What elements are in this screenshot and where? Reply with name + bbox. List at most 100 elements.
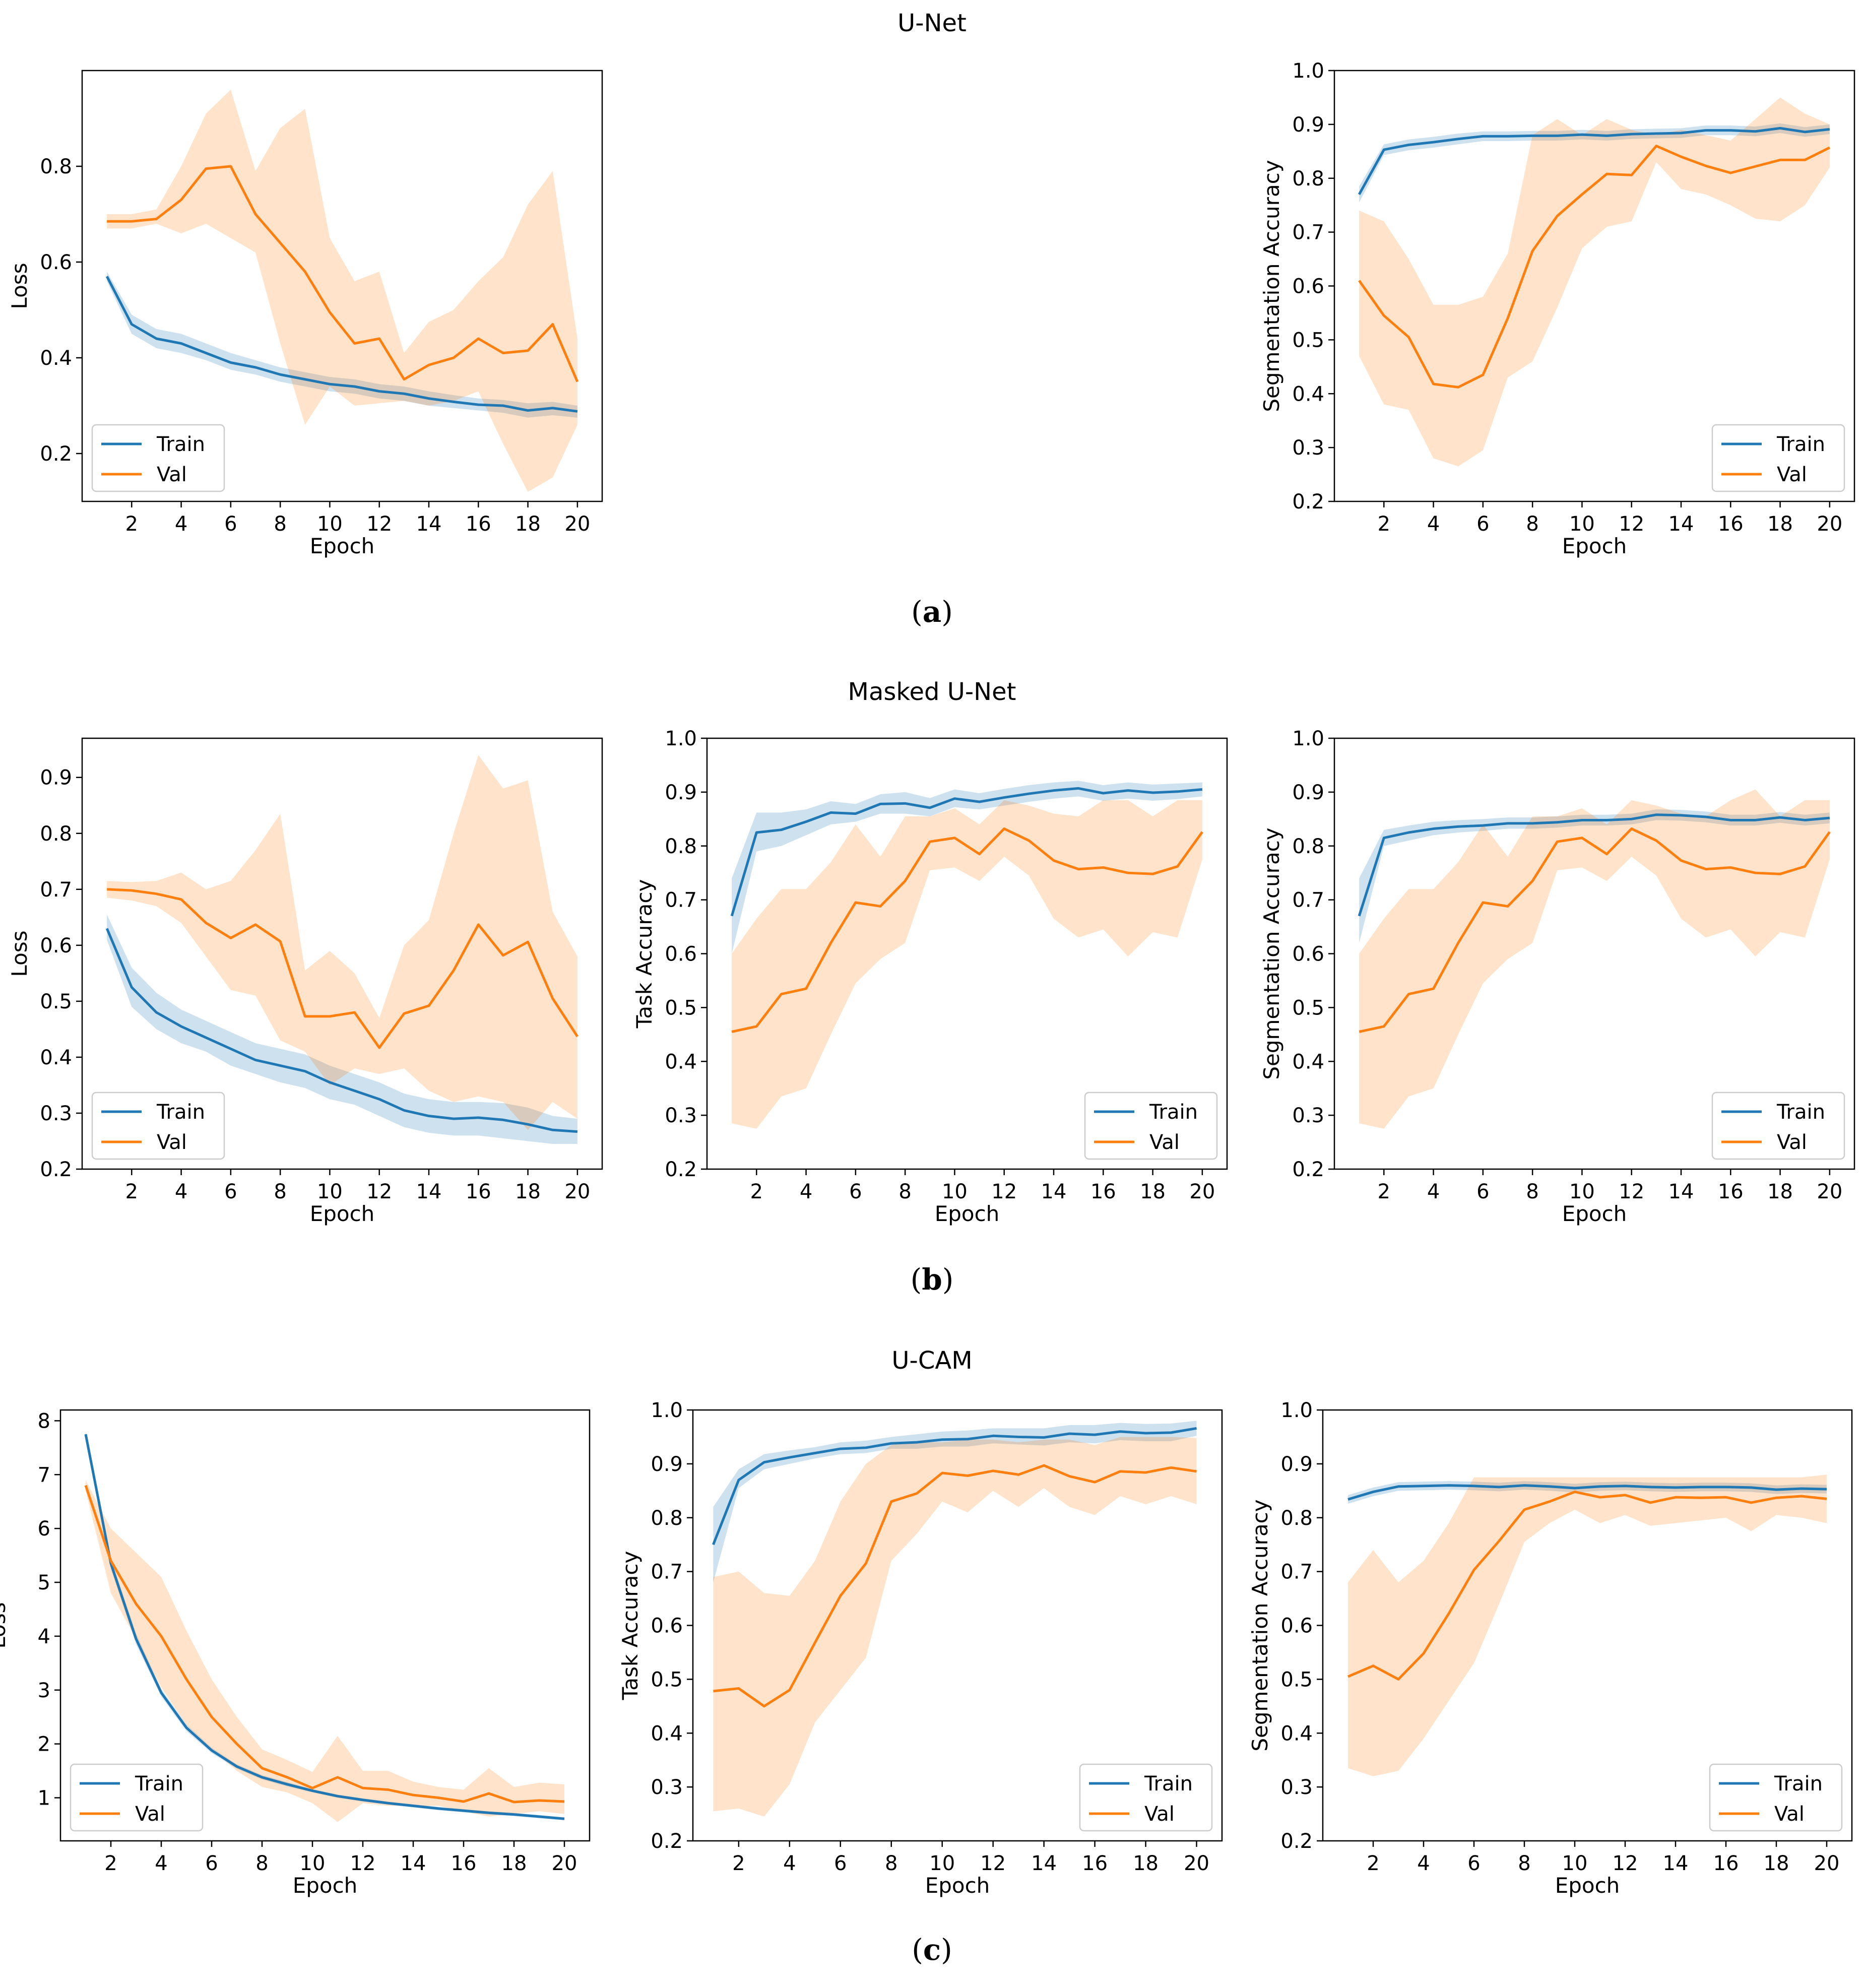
line-val — [107, 888, 579, 1049]
band-val — [1359, 789, 1830, 1129]
x-tick-label: 6 — [1476, 1180, 1489, 1203]
x-tick-label: 8 — [1526, 512, 1538, 536]
plot-frame — [81, 70, 603, 502]
x-tick-label: 4 — [800, 1180, 812, 1203]
x-tick-label: 2 — [732, 1852, 745, 1875]
y-tick-label: 0.9 — [1292, 113, 1324, 137]
y-tick-label: 0.8 — [40, 155, 72, 178]
y-tick-label: 0.6 — [40, 251, 72, 274]
x-tick-label: 14 — [1668, 512, 1694, 536]
legend-label-train: Train — [1776, 433, 1825, 456]
x-tick-label: 4 — [1417, 1852, 1430, 1875]
legend-label-val: Val — [1144, 1803, 1175, 1826]
y-tick-label: 0.4 — [1292, 382, 1324, 406]
y-tick-label: 5 — [38, 1571, 50, 1594]
y-tick-label: 0.8 — [1280, 1507, 1313, 1530]
x-tick-label: 12 — [350, 1852, 376, 1875]
x-tick-label: 16 — [1718, 512, 1744, 536]
x-axis-label: Epoch — [293, 1873, 358, 1898]
x-tick-label: 8 — [898, 1180, 911, 1203]
x-tick-label: 2 — [1367, 1852, 1379, 1875]
band-val — [107, 90, 577, 492]
x-tick-label: 8 — [885, 1852, 897, 1875]
y-tick-label: 0.7 — [1280, 1561, 1313, 1584]
y-tick-label: 2 — [38, 1733, 50, 1756]
x-tick-label: 12 — [1613, 1852, 1638, 1875]
line-train — [84, 1434, 565, 1820]
legend-label-train: Train — [1776, 1101, 1825, 1124]
x-tick-label: 8 — [274, 1180, 286, 1203]
x-axis-label: Epoch — [925, 1873, 990, 1898]
x-tick-label: 10 — [1562, 1852, 1588, 1875]
line-train — [1347, 1484, 1827, 1501]
y-tick-label: 0.6 — [40, 934, 72, 957]
x-tick-label: 8 — [255, 1852, 268, 1875]
y-tick-label: 0.3 — [665, 1104, 697, 1127]
x-tick-label: 12 — [366, 512, 392, 536]
y-tick-label: 7 — [38, 1463, 50, 1487]
line-val — [1359, 827, 1831, 1033]
x-tick-label: 14 — [1031, 1852, 1057, 1875]
y-axis-label: Segmentation Accuracy — [1259, 827, 1284, 1079]
x-tick-label: 2 — [104, 1852, 117, 1875]
x-tick-label: 4 — [175, 512, 187, 536]
legend-label-train: Train — [135, 1772, 183, 1795]
x-tick-label: 16 — [1082, 1852, 1108, 1875]
x-tick-label: 16 — [1718, 1180, 1744, 1203]
x-tick-label: 10 — [317, 1180, 343, 1203]
band-val — [732, 800, 1202, 1129]
y-tick-label: 0.5 — [1292, 996, 1324, 1019]
caption-b: (b) — [910, 1262, 954, 1297]
y-tick-label: 0.5 — [651, 1668, 683, 1691]
x-tick-label: 6 — [1476, 512, 1489, 536]
x-tick-label: 4 — [1427, 512, 1440, 536]
y-tick-label: 0.9 — [40, 766, 72, 790]
x-tick-label: 14 — [1041, 1180, 1067, 1203]
y-tick-label: 1.0 — [1292, 727, 1324, 750]
line-val — [84, 1485, 565, 1804]
y-tick-label: 0.2 — [40, 442, 72, 466]
y-tick-label: 1.0 — [1292, 59, 1324, 83]
plot-frame — [59, 1409, 591, 1842]
x-tick-label: 14 — [1663, 1852, 1689, 1875]
x-tick-label: 10 — [929, 1852, 955, 1875]
line-train — [105, 276, 578, 413]
x-tick-label: 4 — [155, 1852, 167, 1875]
y-tick-label: 0.4 — [651, 1722, 683, 1745]
line-train — [105, 928, 578, 1133]
x-tick-label: 20 — [552, 1852, 577, 1875]
x-tick-label: 16 — [451, 1852, 477, 1875]
plot-frame — [81, 737, 603, 1170]
legend-label-train: Train — [156, 433, 205, 456]
x-tick-label: 14 — [1668, 1180, 1694, 1203]
legend-label-val: Val — [135, 1803, 165, 1826]
y-tick-label: 0.9 — [651, 1453, 683, 1476]
x-tick-label: 16 — [1090, 1180, 1116, 1203]
y-tick-label: 0.2 — [1292, 1158, 1324, 1181]
x-tick-label: 2 — [1378, 512, 1390, 536]
y-tick-label: 0.3 — [40, 1102, 72, 1125]
x-tick-label: 20 — [1817, 1180, 1842, 1203]
line-train — [1358, 126, 1830, 196]
x-tick-label: 10 — [300, 1852, 326, 1875]
band-train — [107, 914, 577, 1144]
y-tick-label: 0.7 — [1292, 889, 1324, 912]
x-axis-label: Epoch — [1562, 534, 1627, 558]
line-val — [1347, 1490, 1827, 1681]
y-tick-label: 0.5 — [1280, 1668, 1313, 1691]
line-val — [731, 827, 1203, 1033]
x-tick-label: 14 — [401, 1852, 426, 1875]
caption-c-label: c — [923, 1933, 941, 1967]
band-train — [107, 272, 577, 418]
y-tick-label: 0.6 — [1292, 943, 1324, 966]
x-tick-label: 18 — [515, 1180, 541, 1203]
x-tick-label: 18 — [515, 512, 541, 536]
y-axis-label: Segmentation Accuracy — [1248, 1499, 1272, 1751]
y-tick-label: 0.8 — [1292, 835, 1324, 858]
x-tick-label: 16 — [466, 512, 491, 536]
x-axis-label: Epoch — [310, 1201, 375, 1226]
line-train — [730, 787, 1203, 917]
